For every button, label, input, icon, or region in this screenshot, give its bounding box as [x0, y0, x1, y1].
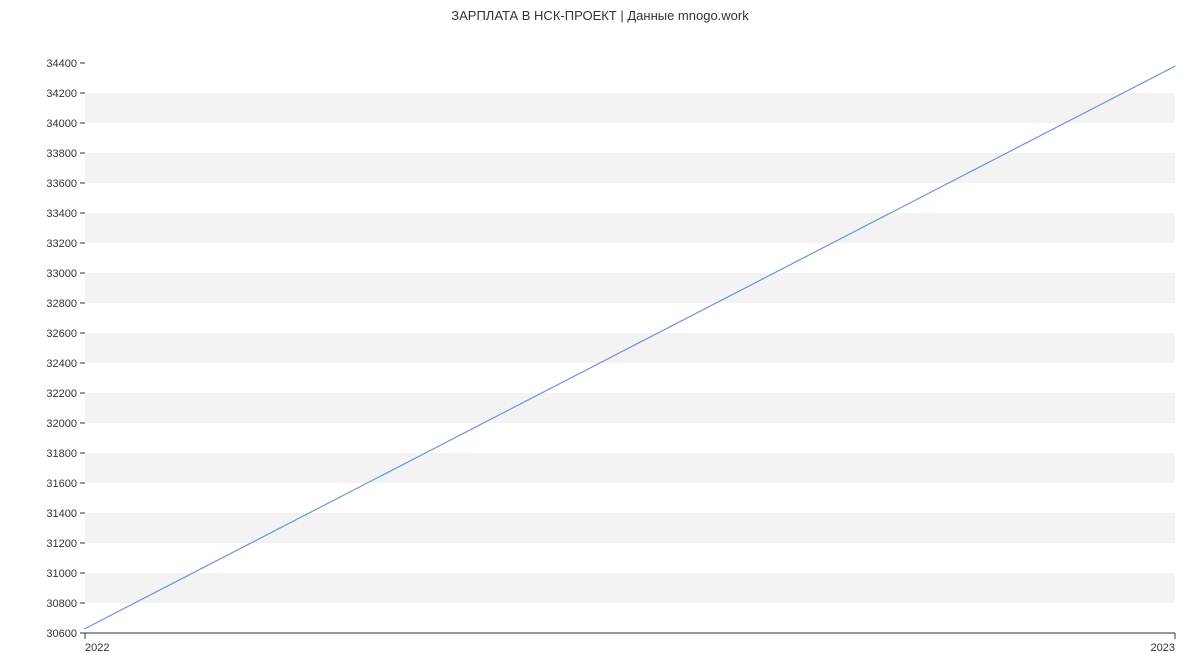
y-tick-label: 32400 — [46, 358, 77, 370]
y-tick-label: 31000 — [46, 568, 77, 580]
x-tick-label: 2023 — [1151, 642, 1175, 653]
y-tick-label: 34200 — [46, 88, 77, 100]
chart-title: ЗАРПЛАТА В НСК-ПРОЕКТ | Данные mnogo.wor… — [0, 0, 1200, 23]
y-tick-label: 33600 — [46, 178, 77, 190]
y-tick-label: 32600 — [46, 328, 77, 340]
y-tick-label: 33200 — [46, 238, 77, 250]
y-tick-label: 33800 — [46, 148, 77, 160]
chart-svg: 30600 30800 31000 31200 31400 31600 31800 32000… — [0, 23, 1200, 653]
y-tick-label: 32800 — [46, 298, 77, 310]
y-tick-label: 30800 — [46, 598, 77, 610]
y-tick-label: 32000 — [46, 418, 77, 430]
y-tick-label: 31800 — [46, 448, 77, 460]
y-tick-label: 31400 — [46, 508, 77, 520]
y-tick-label: 32200 — [46, 388, 77, 400]
y-tick-label: 31600 — [46, 478, 77, 490]
y-tick-label: 33400 — [46, 208, 77, 220]
salary-line-chart: ЗАРПЛАТА В НСК-ПРОЕКТ | Данные mnogo.wor… — [0, 0, 1200, 650]
y-tick-label: 30600 — [46, 628, 77, 640]
x-tick-label: 2022 — [85, 642, 109, 653]
y-tick-label: 31200 — [46, 538, 77, 550]
y-tick-label: 34400 — [46, 58, 77, 70]
y-tick-label: 33000 — [46, 268, 77, 280]
y-tick-label: 34000 — [46, 118, 77, 130]
